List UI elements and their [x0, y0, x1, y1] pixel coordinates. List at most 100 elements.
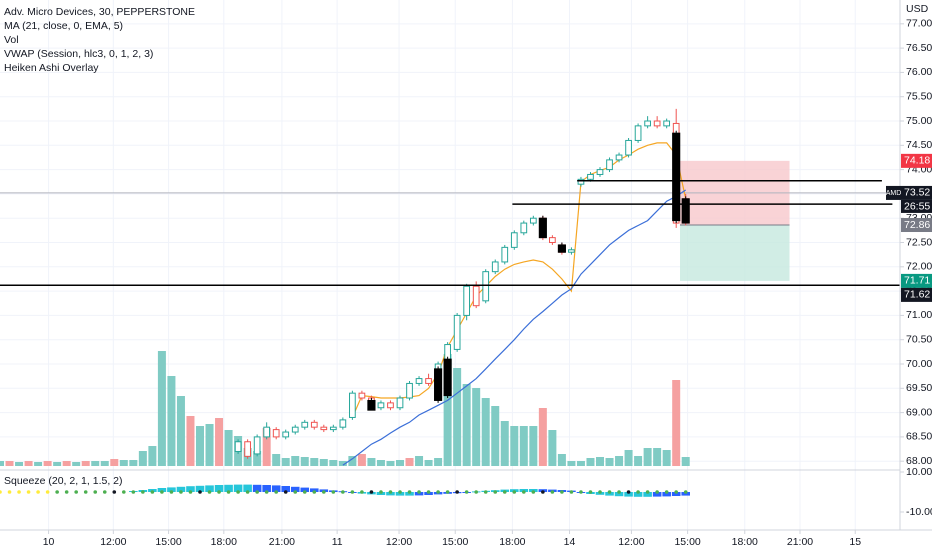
volume-bar [567, 461, 576, 466]
volume-bar [367, 458, 376, 466]
squeeze-dot [26, 490, 31, 494]
volume-bar [557, 454, 566, 466]
candle-body [301, 421, 309, 428]
x-tick-label: 21:00 [787, 536, 813, 548]
x-tick-label: 15 [849, 536, 861, 548]
squeeze-dot [607, 490, 612, 494]
candle-body [557, 244, 566, 253]
squeeze-dot [369, 490, 374, 494]
chart-title: Adv. Micro Devices, 30, PEPPERSTONE [4, 6, 195, 18]
volume-bar [596, 457, 604, 466]
squeeze-bar [233, 484, 243, 492]
squeeze-dot [645, 490, 650, 494]
squeeze-dot [83, 490, 88, 494]
squeeze-dot [360, 490, 364, 494]
legend-entry: MA (21, close, 0, EMA, 5) [4, 20, 123, 32]
squeeze-dot [160, 490, 164, 494]
candle-body [349, 392, 356, 418]
candle-body [253, 436, 261, 455]
target-zone [680, 225, 790, 281]
y2-tick-label: 10.00 [906, 466, 932, 478]
x-tick-label: 15:00 [674, 536, 700, 548]
volume-bar [196, 426, 204, 466]
squeeze-dot [664, 490, 669, 494]
volume-bar [310, 458, 319, 466]
last-price-label: 73.52 [904, 187, 930, 199]
y-tick-label: 77.00 [906, 18, 932, 30]
volume-bar [605, 458, 614, 466]
volume-bar [634, 456, 643, 466]
volume-bar [148, 446, 157, 466]
squeeze-bar [167, 487, 176, 492]
squeeze-dot [217, 490, 221, 494]
squeeze-dot [588, 490, 593, 494]
squeeze-dot [112, 490, 117, 494]
volume-bar [576, 461, 585, 466]
volume-bar [176, 396, 185, 466]
squeeze-dot [141, 490, 145, 494]
squeeze-dot [341, 490, 345, 494]
volume-bar [43, 461, 52, 466]
squeeze-dot [207, 490, 212, 494]
y-tick-label: 69.00 [906, 406, 932, 418]
squeeze-bar [614, 492, 624, 497]
y-tick-label: 70.50 [906, 333, 932, 345]
y-tick-label: 75.50 [906, 90, 932, 102]
squeeze-dot [379, 490, 383, 494]
y-tick-label: 74.50 [906, 139, 932, 151]
squeeze-dot [283, 490, 288, 494]
x-tick-label: 11 [332, 536, 343, 548]
volume-bar [291, 456, 300, 466]
candle-body [358, 392, 366, 399]
volume-bar [415, 456, 424, 466]
squeeze-dot [131, 490, 136, 494]
squeeze-dot [274, 490, 278, 494]
squeeze-bar [214, 485, 224, 492]
squeeze-dot [169, 490, 174, 494]
x-tick-label: 18:00 [211, 536, 237, 548]
squeeze-bar [633, 492, 643, 497]
squeeze-dot [417, 490, 421, 494]
y-tick-label: 68.50 [906, 431, 932, 443]
candle-body [520, 222, 528, 234]
volume-bar [272, 454, 281, 466]
candle-body [644, 120, 651, 127]
candle-body [568, 249, 575, 253]
indicator-line [342, 189, 687, 466]
squeeze-dot [188, 490, 193, 494]
volume-bar [472, 388, 481, 466]
squeeze-dot [312, 490, 317, 494]
volume-bar [53, 462, 62, 466]
squeeze-bar [671, 492, 681, 496]
volume-bar [15, 462, 24, 466]
volume-bar [119, 460, 128, 466]
squeeze-dot [531, 490, 536, 494]
legend-entry: VWAP (Session, hlc3, 0, 1, 2, 3) [4, 48, 153, 60]
squeeze-dot [560, 490, 564, 494]
squeeze-bar [271, 485, 281, 492]
x-tick-label: 18:00 [732, 536, 758, 548]
x-tick-label: 12:00 [100, 536, 126, 548]
volume-bar [586, 458, 595, 466]
squeeze-dot [64, 490, 69, 494]
candle-body [596, 169, 604, 175]
candle-body [453, 314, 461, 350]
squeeze-dot [655, 490, 659, 494]
volume-bar [300, 457, 309, 466]
volume-bar [91, 461, 100, 466]
x-tick-label: 21:00 [269, 536, 295, 548]
candle-body [615, 154, 623, 161]
candle-body [310, 421, 318, 428]
y-tick-label: 76.50 [906, 42, 932, 54]
squeeze-dot [198, 490, 202, 494]
candle-body [396, 397, 404, 409]
squeeze-dot [436, 490, 440, 494]
candle-body [482, 271, 490, 302]
volume-bar [662, 450, 671, 466]
squeeze-dot [0, 490, 2, 494]
currency-label: USD [906, 3, 929, 15]
squeeze-dot [579, 490, 583, 494]
squeeze-dot [512, 490, 517, 494]
candle-body [491, 261, 499, 273]
squeeze-dot [455, 490, 459, 494]
